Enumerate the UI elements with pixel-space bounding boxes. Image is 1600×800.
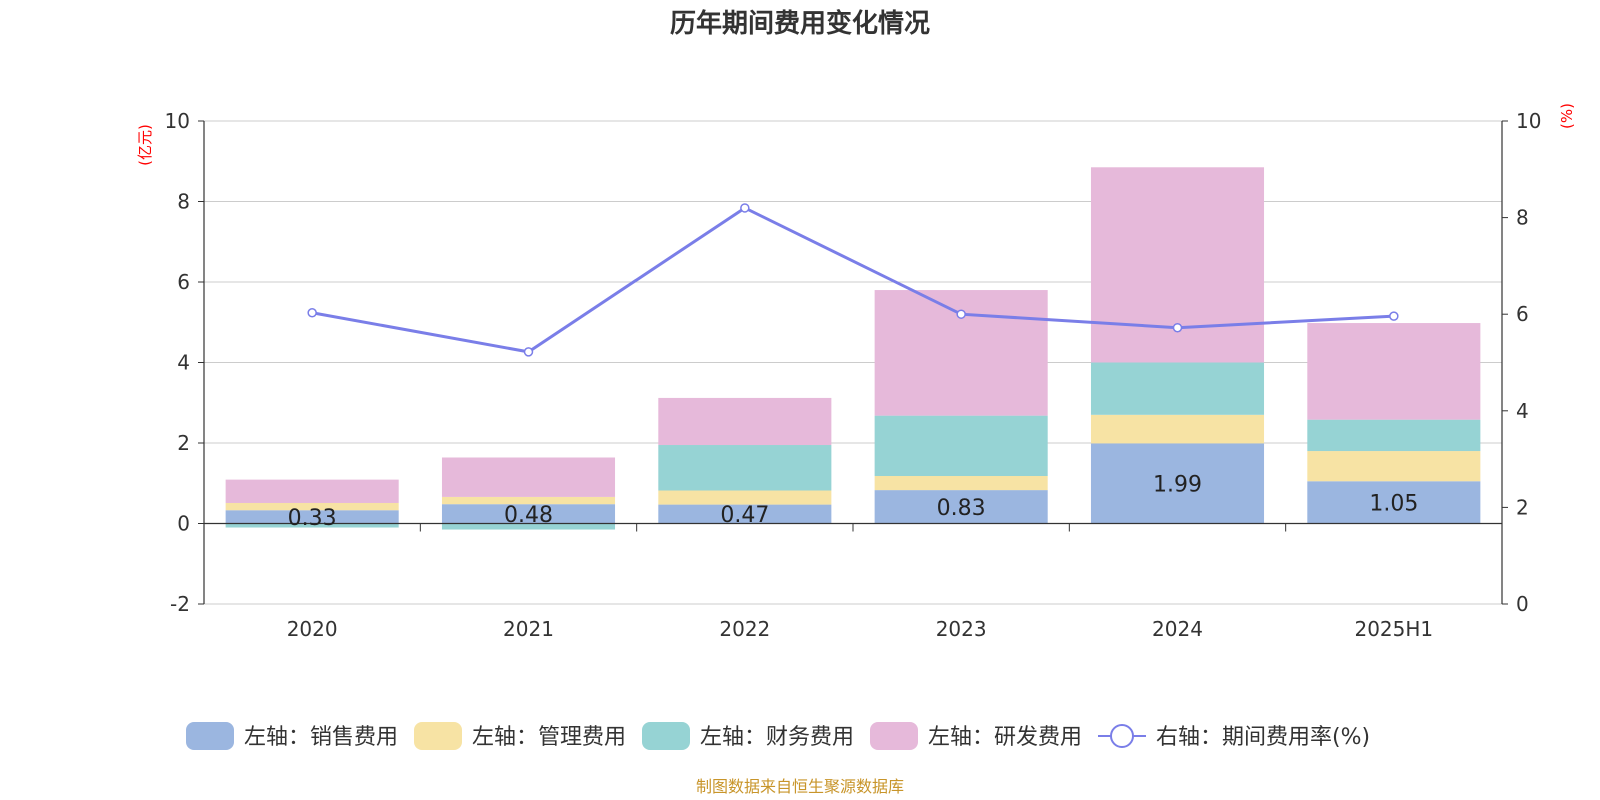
bar-segment	[658, 397, 832, 446]
bar-segment	[1307, 481, 1481, 524]
left-axis-tick-label: 2	[177, 431, 190, 455]
legend-swatch	[642, 722, 690, 750]
legend-label: 左轴：销售费用	[244, 725, 398, 750]
x-axis-tick-label: 2021	[503, 617, 554, 641]
legend-label: 左轴：财务费用	[700, 725, 854, 750]
rate-line	[311, 206, 1394, 354]
bar-segment	[1090, 167, 1265, 363]
legend-swatch	[414, 722, 462, 750]
left-axis-tick-label: 0	[177, 512, 190, 536]
right-axis-tick-label: 6	[1516, 302, 1529, 326]
bar-segment	[1090, 414, 1265, 444]
bar-segment	[225, 510, 399, 524]
right-axis-tick-label: 10	[1516, 109, 1541, 133]
bar-segment	[874, 415, 1048, 477]
rate-point	[740, 203, 750, 213]
rate-point	[307, 308, 317, 318]
bar-data-label: 0.47	[720, 503, 769, 528]
bar-segment	[225, 523, 399, 528]
bar-segment	[874, 476, 1048, 491]
bar-segment	[1090, 443, 1265, 524]
left-axis-tick-label: 6	[177, 270, 190, 294]
bar-data-label: 0.48	[504, 503, 553, 528]
chart-title: 历年期间费用变化情况	[670, 8, 930, 39]
x-axis-tick-label: 2025H1	[1354, 617, 1433, 641]
left-axis-tick-label: -2	[170, 592, 190, 616]
bar-segment	[441, 496, 616, 505]
legend-label: 右轴：期间费用率(%)	[1156, 725, 1370, 750]
source-note: 制图数据来自恒生聚源数据库	[696, 777, 904, 796]
bar-segment	[441, 523, 616, 530]
legend-swatch	[186, 722, 234, 750]
bar-segment	[1090, 362, 1265, 415]
bar-segment	[225, 479, 399, 503]
rate-point	[1172, 322, 1183, 333]
right-axis-tick-label: 2	[1516, 495, 1529, 519]
axes: -2 0 2 4 6 8 10 0 2 4 6 8 10 2020 2021 2022 2023 2024 2025…	[165, 109, 1542, 641]
legend-label: 左轴：研发费用	[928, 725, 1082, 750]
rate-point	[523, 347, 534, 357]
left-axis-tick-label: 4	[177, 351, 190, 375]
legend-marker	[1110, 724, 1134, 748]
bar-segment	[658, 504, 832, 524]
bar-segment	[874, 490, 1048, 524]
line-layer	[307, 203, 1399, 357]
bar-segment	[1307, 323, 1481, 420]
legend: 左轴：销售费用 左轴：管理费用 左轴：财务费用 左轴：研发费用 右轴：期间费用率(%)	[186, 722, 1370, 750]
bar-data-label: 0.83	[937, 496, 986, 521]
bar-data-label: 1.99	[1153, 472, 1202, 497]
legend-label: 左轴：管理费用	[472, 725, 626, 750]
bar-segment	[1307, 451, 1481, 482]
bar-segment	[874, 290, 1048, 416]
right-axis-unit: (%)	[1558, 103, 1576, 129]
right-axis-tick-label: 4	[1516, 399, 1529, 423]
bar-segment	[658, 445, 832, 491]
x-axis-tick-label: 2023	[936, 617, 987, 641]
data-labels: 0.33 0.48 0.47 0.83 1.99 1.05	[288, 472, 1419, 530]
bar-segment	[441, 504, 616, 524]
left-axis-tick-label: 8	[177, 190, 190, 214]
right-axis-tick-label: 8	[1516, 206, 1529, 230]
legend-swatch	[870, 722, 918, 750]
x-axis-tick-label: 2020	[287, 617, 338, 641]
bar-layer	[225, 167, 1481, 530]
right-axis-tick-label: 0	[1516, 592, 1529, 616]
left-axis-unit: (亿元)	[136, 124, 154, 166]
left-axis-tick-label: 10	[165, 109, 190, 133]
bar-segment	[441, 457, 616, 497]
rate-point	[1389, 311, 1399, 321]
bar-segment	[1307, 419, 1481, 452]
bar-data-label: 1.05	[1369, 491, 1418, 516]
bar-segment	[658, 490, 832, 505]
x-axis-tick-label: 2024	[1152, 617, 1203, 641]
bar-segment	[225, 502, 399, 511]
bar-data-label: 0.33	[288, 506, 337, 531]
rate-point	[956, 309, 966, 319]
x-axis-tick-label: 2022	[719, 617, 770, 641]
